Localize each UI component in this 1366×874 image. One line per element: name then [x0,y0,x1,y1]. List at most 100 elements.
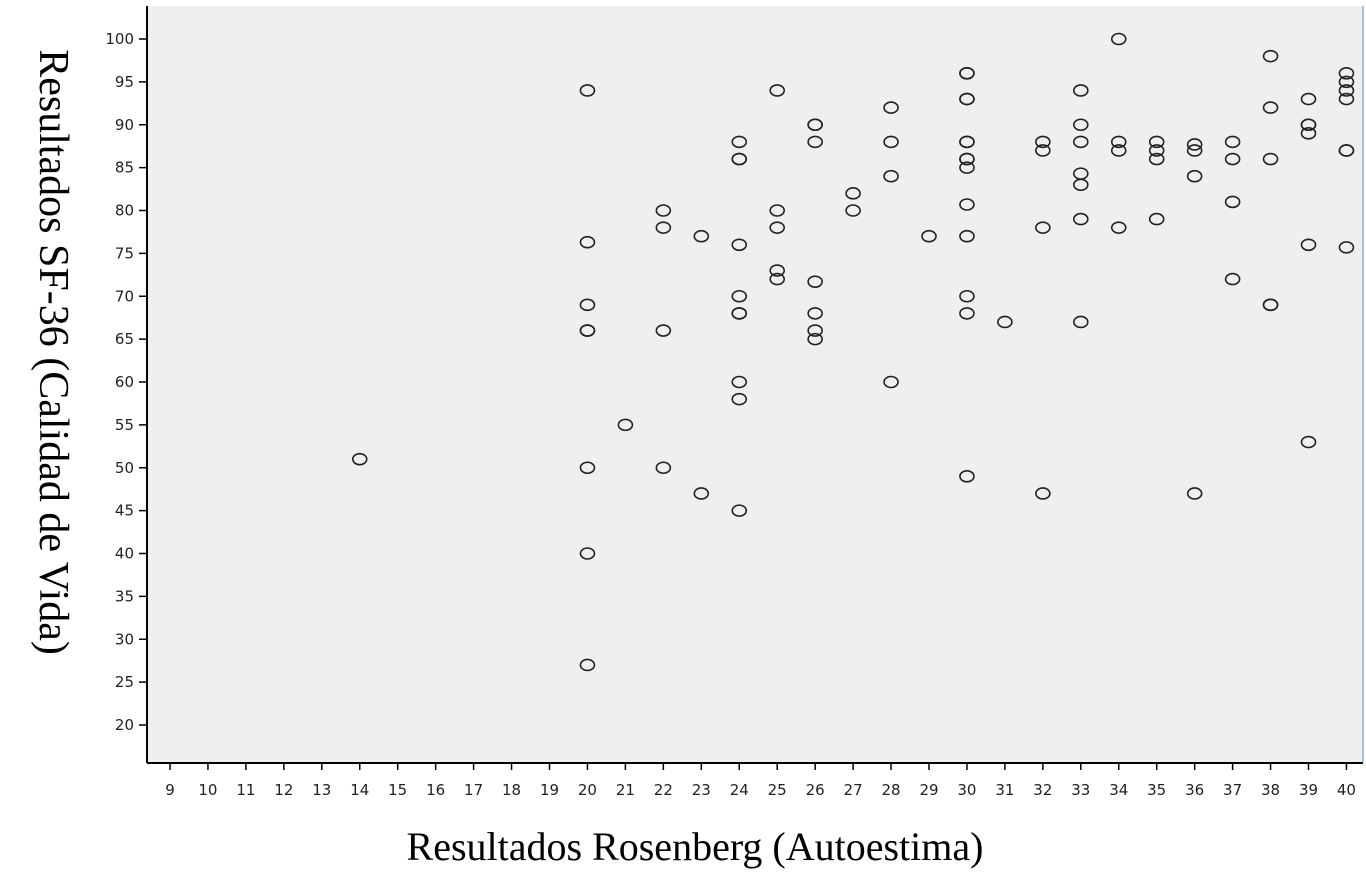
y-tick-label: 90 [115,116,134,134]
data-point [1186,138,1203,151]
data-point [997,315,1013,329]
data-point [579,461,596,475]
data-point [1073,178,1089,192]
data-point [579,324,596,337]
y-tick-label: 30 [115,630,134,648]
data-point [655,204,672,217]
data-point [845,187,861,200]
data-point [1300,92,1317,106]
data-point [959,152,975,166]
y-ticks: 20 25 30 35 40 45 50 55 60 65 70 75 80 85 90 95 100 [105,30,147,734]
data-point [807,118,823,132]
data-point [1148,144,1165,157]
x-tick-label: 32 [1033,781,1052,799]
x-tick-label: 24 [730,781,749,799]
data-point [807,332,823,346]
data-point [1110,221,1127,234]
data-point [1035,144,1051,157]
data-point [1186,169,1203,183]
data-point [1224,152,1241,166]
x-tick-label: 12 [274,781,293,799]
data-point [1338,67,1355,80]
data-point [769,272,786,286]
data-point [1073,212,1089,226]
data-point [883,135,899,149]
x-tick-label: 13 [312,781,331,799]
data-point [693,487,710,500]
x-tick-label: 16 [426,781,445,799]
data-point [959,229,975,243]
data-point [731,289,748,303]
data-point [731,375,748,389]
data-point [1035,135,1051,149]
data-point [1073,118,1089,132]
data-point [959,198,975,211]
x-tick-label: 11 [236,781,255,799]
data-point [769,264,786,277]
x-tick-label: 38 [1261,781,1280,799]
x-tick-label: 35 [1147,781,1166,799]
y-tick-label: 25 [115,673,134,691]
data-point [351,452,368,466]
data-point [1110,144,1127,157]
y-axis-title: Resultados SF-36 (Calidad de Vida) [30,49,76,655]
x-axis-title: Resultados Rosenberg (Autoestima) [407,824,984,869]
data-point [1262,49,1279,63]
data-point [1262,152,1279,166]
data-point [579,658,596,672]
data-point [807,135,823,149]
x-tick-label: 19 [540,781,559,799]
data-point [769,84,786,97]
x-tick-label: 30 [957,781,976,799]
y-tick-label: 85 [115,159,134,177]
x-tick-label: 27 [844,781,863,799]
data-point [959,307,975,320]
x-tick-label: 21 [616,781,635,799]
y-tick-label: 100 [105,30,134,48]
data-point [883,375,899,389]
data-point [731,135,748,149]
data-point [1338,92,1355,106]
data-point [1110,32,1127,46]
data-point [959,135,975,149]
data-point [731,238,748,252]
y-tick-label: 35 [115,587,134,605]
data-point [655,221,672,234]
data-point [1186,487,1203,500]
x-tick-label: 33 [1071,781,1090,799]
data-point [1035,487,1051,500]
data-point [1073,84,1089,97]
y-tick-label: 40 [115,545,134,563]
data-point [1148,135,1165,149]
data-point [1338,241,1355,254]
y-tick-label: 55 [115,416,134,434]
x-tick-label: 23 [692,781,711,799]
x-tick-label: 10 [198,781,217,799]
y-tick-label: 20 [115,716,134,734]
data-point [693,229,710,243]
y-tick-label: 95 [115,73,134,91]
data-point [1148,212,1165,226]
x-tick-label: 28 [882,781,901,799]
data-point [1262,298,1279,312]
data-point [1224,272,1241,286]
data-point [1300,127,1317,140]
data-point [655,324,672,337]
data-point [1338,144,1355,157]
plot-area [147,6,1363,763]
data-point [959,92,975,106]
x-tick-label: 31 [995,781,1014,799]
data-point [579,298,596,312]
data-point [959,289,975,303]
x-tick-label: 40 [1337,781,1356,799]
data-point [731,152,748,166]
y-tick-label: 60 [115,373,134,391]
data-point [731,392,748,406]
x-tick-label: 25 [768,781,787,799]
data-point [959,470,975,483]
y-tick-label: 75 [115,244,134,262]
data-point [1224,195,1241,209]
x-tick-label: 17 [464,781,483,799]
x-tick-label: 29 [919,781,938,799]
